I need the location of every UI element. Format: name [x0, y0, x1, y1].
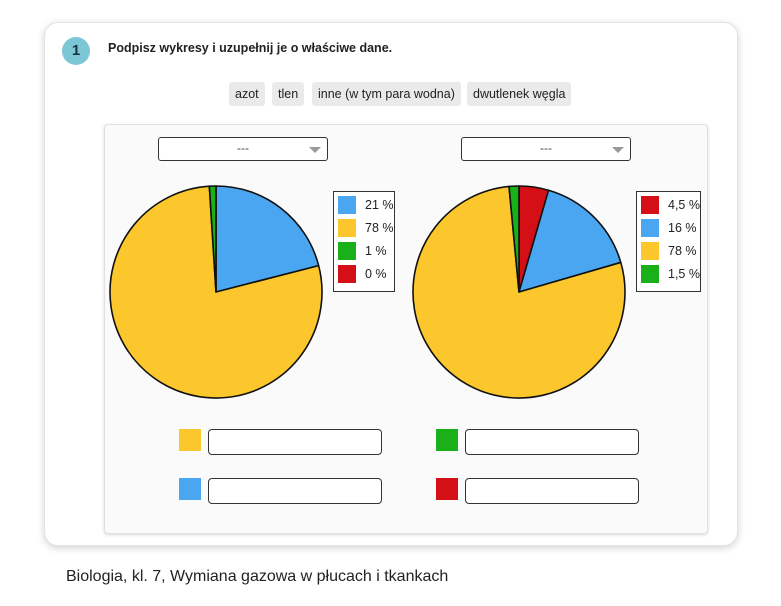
word-chip-azot[interactable]: azot [229, 82, 265, 106]
word-chip-inne[interactable]: inne (w tym para wodna) [312, 82, 461, 106]
legend-swatch [641, 196, 659, 214]
legend-label: 0 % [365, 267, 387, 281]
legend-label: 4,5 % [668, 198, 700, 212]
legend-swatch [641, 242, 659, 260]
answer-field-blue[interactable] [208, 478, 382, 504]
answer-swatch-green [436, 429, 458, 451]
legend-swatch [641, 219, 659, 237]
word-chip-dwutlenek-wegla[interactable]: dwutlenek węgla [467, 82, 572, 106]
answer-swatch-blue [179, 478, 201, 500]
exercise-instruction: Podpisz wykresy i uzupełnij je o właściw… [108, 41, 393, 55]
exercise-number-badge: 1 [62, 37, 90, 65]
answer-swatch-yellow [179, 429, 201, 451]
word-bank: azot tlen inne (w tym para wodna) dwutle… [0, 82, 781, 106]
answer-field-green[interactable] [465, 429, 639, 455]
legend-swatch [338, 265, 356, 283]
legend-swatch [338, 196, 356, 214]
legend-swatch [641, 265, 659, 283]
chart-title-select-left[interactable]: --- [158, 137, 328, 161]
answer-swatch-red [436, 478, 458, 500]
pie-slice [508, 185, 520, 293]
pie-slice [518, 189, 622, 293]
chevron-down-icon [612, 147, 624, 153]
legend-label: 78 % [365, 221, 394, 235]
pie-slice [215, 185, 320, 293]
select-value: --- [237, 141, 249, 155]
chart-title-select-right[interactable]: --- [461, 137, 631, 161]
legend-label: 1,5 % [668, 267, 700, 281]
chevron-down-icon [309, 147, 321, 153]
legend-right: 4,5 % 16 % 78 % 1,5 % [636, 191, 701, 292]
answer-field-red[interactable] [465, 478, 639, 504]
legend-label: 78 % [668, 244, 697, 258]
legend-left: 21 % 78 % 1 % 0 % [333, 191, 395, 292]
legend-swatch [338, 219, 356, 237]
pie-slice [208, 185, 217, 293]
source-caption: Biologia, kl. 7, Wymiana gazowa w płucac… [66, 568, 449, 585]
legend-label: 21 % [365, 198, 394, 212]
select-value: --- [540, 141, 552, 155]
legend-swatch [338, 242, 356, 260]
answer-field-yellow[interactable] [208, 429, 382, 455]
legend-label: 1 % [365, 244, 387, 258]
legend-label: 16 % [668, 221, 697, 235]
word-chip-tlen[interactable]: tlen [272, 82, 305, 106]
